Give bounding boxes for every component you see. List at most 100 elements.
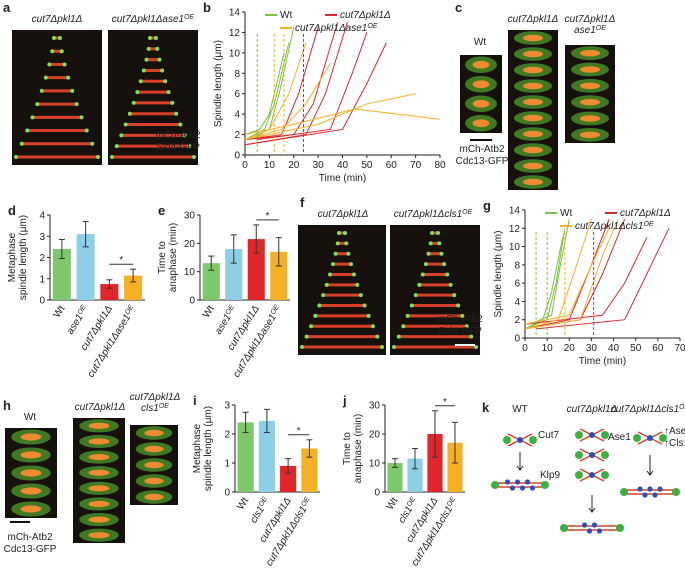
spindle — [523, 178, 543, 186]
motor — [586, 528, 593, 534]
micrograph — [108, 30, 198, 165]
significance-label: * — [266, 211, 270, 222]
x-tick-label-sup: OE — [269, 303, 280, 316]
trace — [249, 27, 295, 141]
legend-text: cut7Δpkl1Δ — [620, 208, 671, 219]
spb — [601, 451, 609, 459]
motor — [517, 437, 523, 443]
spindle — [144, 493, 164, 501]
spb — [144, 57, 149, 62]
legend-label: cut7Δpkl1Δcls1OE — [575, 221, 654, 233]
legend-label: cut7Δpkl1Δ — [340, 10, 391, 21]
spb — [131, 100, 136, 105]
spb — [59, 49, 64, 54]
spb — [50, 49, 55, 54]
trace — [257, 32, 368, 141]
significance-label: * — [119, 255, 123, 266]
spb — [62, 62, 67, 67]
motor — [647, 486, 653, 492]
x-tick-label: 70 — [674, 343, 685, 354]
channel-label: Cdc13-GFP — [4, 544, 57, 555]
diagram-title-sup: OE — [679, 404, 685, 411]
spb — [47, 62, 52, 67]
spindle — [523, 50, 543, 58]
spindle — [20, 487, 42, 495]
panel-letter: j — [342, 393, 347, 408]
x-tick-label-sup: OE — [224, 303, 235, 316]
spb — [66, 75, 71, 80]
spb — [148, 36, 152, 40]
x-tick-label-sup: OE — [405, 495, 416, 508]
y-tick-label: 20 — [369, 430, 381, 441]
spb — [405, 313, 410, 318]
spb — [96, 155, 100, 159]
y-axis-label: anaphase (min) — [353, 414, 364, 483]
x-tick-label: 80 — [434, 160, 446, 171]
image-caption-text: cut7Δpkl1Δ — [32, 14, 83, 25]
y-tick-label: 3 — [39, 232, 45, 243]
spb — [127, 111, 132, 116]
x-tick-label: 10 — [542, 343, 554, 354]
motor — [519, 485, 526, 491]
spb — [437, 241, 442, 246]
spb — [14, 155, 18, 159]
spindle — [88, 516, 110, 523]
legend-text: cut7Δpkl1Δase1 — [295, 23, 367, 34]
spb — [90, 141, 95, 146]
spb — [420, 272, 425, 277]
spb — [52, 36, 56, 40]
x-tick-label: 70 — [410, 160, 422, 171]
spb — [160, 68, 165, 73]
trace — [244, 42, 290, 141]
image-caption-text: cut7Δpkl1Δcls1 — [394, 209, 462, 220]
x-tick-label-text: Wt — [201, 304, 217, 320]
trace — [524, 218, 619, 330]
motor — [581, 522, 588, 528]
spb — [313, 313, 318, 318]
legend-label: Wt — [280, 10, 292, 21]
image-caption: Wt — [24, 412, 36, 423]
bar — [225, 249, 243, 300]
image-caption: cut7Δpkl1Δ — [75, 402, 126, 413]
x-tick-label-sup: OE — [257, 495, 268, 508]
panel-letter: c — [455, 0, 462, 15]
spb — [620, 488, 628, 496]
spb — [58, 36, 62, 40]
x-tick-label: 30 — [586, 343, 598, 354]
spindle — [523, 34, 543, 42]
x-tick-label: 40 — [337, 160, 349, 171]
bar — [270, 251, 288, 300]
spb — [430, 231, 434, 235]
spb — [328, 272, 333, 277]
spindle — [88, 453, 110, 461]
spindle — [523, 130, 543, 138]
image-caption: cut7Δpkl1Δ — [565, 14, 616, 25]
trace — [524, 218, 592, 330]
y-axis-label: anaphase (min) — [168, 223, 179, 292]
arrow-head — [588, 507, 596, 513]
x-tick-label: 0 — [522, 343, 528, 354]
x-tick-label: 30 — [313, 160, 325, 171]
spb — [659, 434, 667, 442]
micrograph — [298, 225, 386, 355]
spb — [672, 488, 680, 496]
diagram-title-text: cut7Δpkl1Δcls1 — [611, 404, 679, 415]
x-tick-label-text: Wt — [385, 496, 401, 512]
motor — [652, 492, 658, 498]
x-tick-label-text: Wt — [235, 496, 251, 512]
spb — [70, 88, 75, 93]
spb — [330, 262, 335, 267]
channel-label: mCh-Atb2 — [437, 314, 482, 325]
spb — [155, 46, 160, 51]
image-caption-text: Wt — [474, 37, 486, 48]
bar — [247, 239, 265, 300]
legend-label: cut7Δpkl1Δ — [620, 208, 671, 219]
panel-letter: d — [8, 203, 16, 218]
x-tick-label-text: Wt — [52, 304, 68, 320]
y-axis-label: Time to — [342, 432, 353, 465]
diagram-label: ↑Cls1 — [664, 438, 685, 449]
spb — [358, 293, 363, 298]
image-caption-text: cut7Δpkl1Δ — [508, 14, 559, 25]
legend-text: cut7Δpkl1Δ — [340, 10, 391, 21]
motor — [596, 528, 603, 534]
